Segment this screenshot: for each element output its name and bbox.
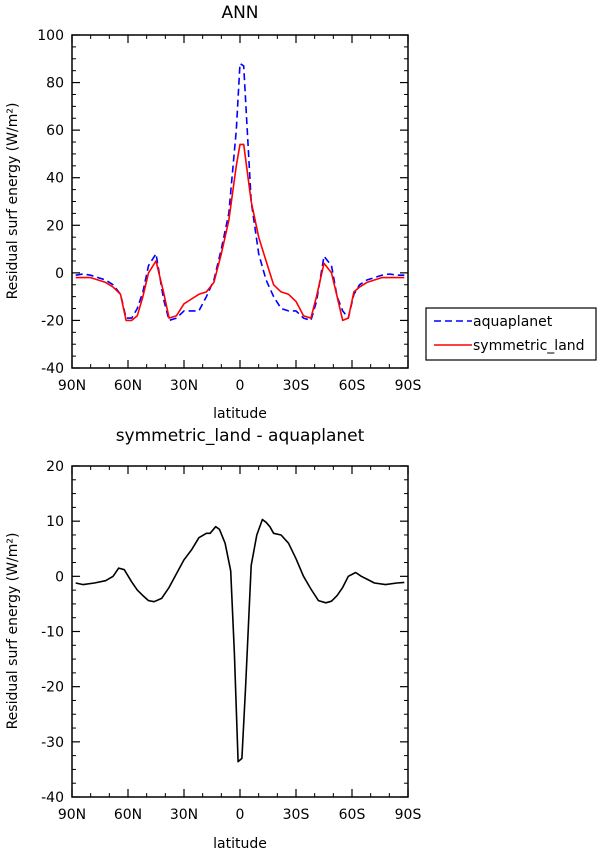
legend: aquaplanet symmetric_land (425, 307, 597, 361)
top-x-tick-label-30s: 30S (283, 378, 310, 394)
bottom-y-tick-label-40: -40 (41, 790, 64, 806)
top-x-tick-label-90s: 90S (395, 378, 422, 394)
top-y-tick-label-40: 40 (46, 171, 64, 187)
top-plot-title: ANN (221, 3, 258, 23)
top-x-tick-label-90n: 90N (58, 378, 86, 394)
bottom-series-line-difference (75, 518, 405, 763)
bottom-y-tick-label-30: -30 (41, 735, 64, 751)
top-x-axis-label: latitude (213, 406, 267, 422)
bottom-x-tick-label-90n: 90N (58, 807, 86, 823)
bottom-plot-title: symmetric_land - aquaplanet (116, 426, 365, 446)
top-panel: ANN 90N 60N 30N 0 30S 60S 90S -40 -20 0 20 40 60 80 10… (5, 3, 597, 422)
top-x-tick-label-60s: 60S (339, 378, 366, 394)
bottom-y-tick-label-0: 0 (55, 569, 64, 585)
bottom-x-tick-label-30n: 30N (170, 807, 198, 823)
bottom-x-tick-label-90s: 90S (395, 807, 422, 823)
top-plot-frame (71, 34, 409, 369)
bottom-plot-frame (71, 465, 409, 798)
top-y-tick-label-0: 0 (55, 266, 64, 282)
bottom-y-axis-label: Residual surf energy (W/m²) (5, 533, 21, 730)
bottom-y-tick-label-20: -20 (41, 680, 64, 696)
top-y-tick-label-40: -40 (41, 361, 64, 377)
bottom-x-tick-label-60n: 60N (114, 807, 142, 823)
legend-label-symmetric-land: symmetric_land (473, 338, 585, 354)
bottom-x-tick-label-30s: 30S (283, 807, 310, 823)
top-series-line-aquaplanet (75, 62, 405, 322)
top-y-tick-label-20: 20 (46, 218, 64, 234)
bottom-x-tick-label-60s: 60S (339, 807, 366, 823)
legend-label-aquaplanet: aquaplanet (473, 314, 553, 330)
bottom-x-axis-label: latitude (213, 836, 267, 851)
bottom-y-tick-label-20: 20 (46, 459, 64, 475)
bottom-panel: symmetric_land - aquaplanet 90N 60N 30N 0 30… (5, 426, 421, 851)
bottom-series (75, 518, 405, 763)
top-series-line-symmetric-land (75, 143, 405, 322)
top-y-tick-label-60: 60 (46, 123, 64, 139)
top-y-tick-label-20: -20 (41, 313, 64, 329)
bottom-x-tick-label-0: 0 (236, 807, 245, 823)
legend-box (425, 307, 597, 361)
bottom-ticks: 90N 60N 30N 0 30S 60S 90S -40 -30 -20 -10 0 10 20 (41, 459, 421, 823)
top-y-tick-label-80: 80 (46, 76, 64, 92)
bottom-y-tick-label-10: -10 (41, 625, 64, 641)
top-x-tick-label-0: 0 (236, 378, 245, 394)
top-x-tick-label-30n: 30N (170, 378, 198, 394)
top-ticks: 90N 60N 30N 0 30S 60S 90S -40 -20 0 20 40 60 80 100 (37, 28, 421, 394)
top-y-tick-label-100: 100 (37, 28, 64, 44)
top-series (75, 62, 405, 322)
top-x-tick-label-60n: 60N (114, 378, 142, 394)
top-y-axis-label: Residual surf energy (W/m²) (5, 103, 21, 300)
bottom-y-tick-label-10: 10 (46, 514, 64, 530)
